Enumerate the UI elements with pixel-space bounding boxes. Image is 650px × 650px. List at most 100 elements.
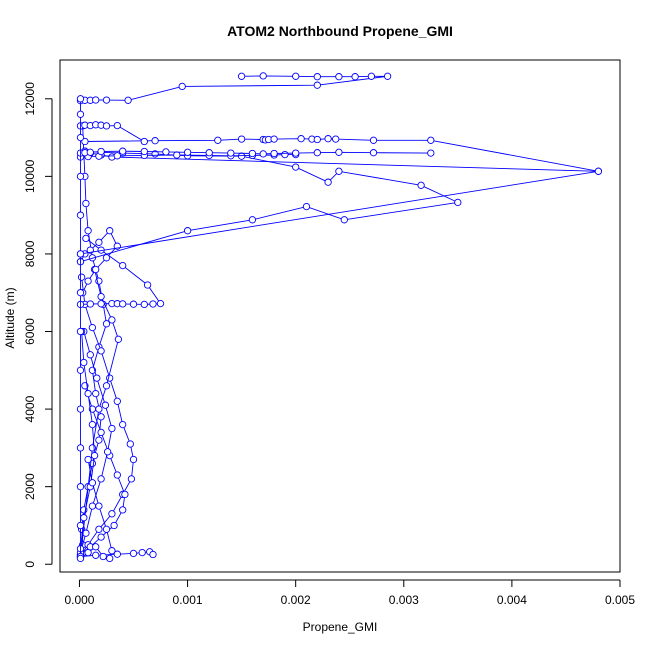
data-point	[119, 147, 127, 155]
data-point	[143, 281, 152, 289]
data-point	[76, 133, 85, 142]
data-point	[108, 316, 116, 324]
data-point	[129, 300, 138, 308]
data-point	[270, 135, 278, 143]
series-line	[84, 138, 599, 172]
data-point	[97, 292, 105, 301]
data-series-group	[76, 72, 603, 563]
data-point	[77, 273, 86, 281]
y-tick-label: 2000	[23, 473, 37, 500]
data-point	[270, 149, 278, 158]
data-point	[76, 250, 85, 258]
data-point	[140, 300, 148, 309]
data-point	[427, 149, 435, 157]
data-point	[108, 424, 116, 433]
data-point	[92, 96, 100, 104]
data-point	[80, 358, 88, 367]
data-point	[102, 382, 111, 390]
y-tick-label: 6000	[23, 318, 37, 345]
data-point	[108, 510, 116, 518]
data-point	[214, 136, 222, 144]
data-point	[335, 148, 343, 156]
data-point	[454, 198, 462, 207]
data-point	[313, 73, 321, 81]
data-point	[108, 547, 116, 555]
data-point	[124, 96, 132, 104]
data-point	[76, 172, 85, 181]
data-point	[90, 451, 99, 460]
data-point	[114, 335, 123, 343]
data-series	[76, 265, 123, 561]
data-point	[383, 72, 392, 80]
data-series	[81, 135, 603, 175]
data-point	[95, 405, 103, 413]
data-point	[369, 149, 378, 157]
x-axis-label: Propene_GMI	[303, 620, 378, 634]
data-point	[102, 525, 111, 533]
data-point	[97, 147, 105, 156]
x-tick-label: 0.005	[605, 593, 635, 607]
data-point	[84, 548, 92, 557]
y-tick-label: 10000	[23, 159, 37, 193]
data-point	[106, 554, 114, 563]
data-point	[86, 148, 94, 156]
data-point	[178, 82, 186, 91]
data-series	[76, 234, 165, 309]
data-point	[110, 521, 118, 530]
data-point	[121, 490, 129, 499]
data-series	[76, 121, 148, 146]
data-point	[113, 471, 121, 479]
data-point	[248, 216, 257, 224]
data-point	[84, 389, 92, 398]
data-series	[76, 455, 116, 563]
data-point	[205, 149, 213, 157]
data-point	[95, 502, 103, 510]
data-point	[335, 167, 343, 175]
x-tick-label: 0.000	[64, 593, 94, 607]
data-point	[95, 525, 103, 533]
data-point	[594, 167, 603, 175]
data-point	[97, 475, 105, 483]
data-point	[237, 135, 246, 143]
data-point	[335, 73, 343, 81]
data-point	[113, 152, 121, 160]
x-tick-label: 0.004	[497, 593, 527, 607]
data-point	[86, 300, 94, 308]
series-line	[80, 331, 113, 553]
series-line	[80, 459, 113, 559]
data-point	[259, 72, 267, 80]
data-point	[82, 199, 90, 208]
data-point	[313, 135, 321, 144]
data-point	[76, 521, 85, 530]
data-point	[183, 148, 192, 156]
data-point	[183, 227, 192, 235]
x-tick-label: 0.003	[389, 593, 419, 607]
data-point	[76, 289, 85, 297]
y-tick-label: 0	[23, 561, 37, 568]
data-point	[76, 554, 85, 563]
data-point	[82, 234, 90, 243]
data-point	[340, 216, 348, 224]
data-point	[324, 135, 332, 143]
data-point	[140, 137, 148, 146]
data-point	[292, 163, 300, 171]
data-point	[237, 72, 246, 80]
data-point	[80, 514, 88, 522]
y-axis-label: Altitude (m)	[3, 287, 17, 348]
data-point	[297, 135, 305, 143]
data-point	[417, 181, 425, 189]
data-point	[99, 552, 107, 561]
data-point	[324, 178, 332, 186]
data-point	[129, 455, 138, 464]
data-point	[88, 323, 97, 332]
data-point	[151, 137, 159, 145]
data-point	[292, 149, 300, 157]
data-point	[113, 397, 121, 405]
data-point	[119, 261, 127, 270]
data-point	[119, 420, 127, 429]
data-point	[292, 72, 300, 80]
data-point	[351, 73, 359, 81]
data-point	[76, 405, 85, 413]
data-point	[86, 351, 94, 359]
